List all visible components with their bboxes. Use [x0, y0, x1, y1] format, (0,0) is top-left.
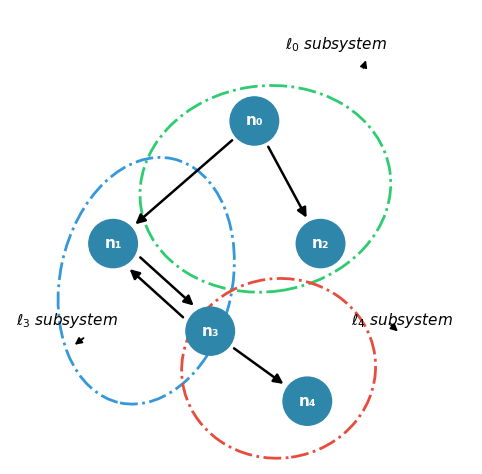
Text: $\ell_3$ subsystem: $\ell_3$ subsystem	[16, 310, 118, 330]
Text: $\ell_4$ subsystem: $\ell_4$ subsystem	[351, 310, 454, 330]
Text: n₄: n₄	[298, 394, 316, 409]
Text: n₂: n₂	[312, 236, 329, 251]
Circle shape	[186, 307, 234, 355]
Circle shape	[230, 97, 279, 145]
Circle shape	[283, 377, 332, 425]
Text: n₀: n₀	[245, 113, 263, 128]
Text: n₃: n₃	[201, 324, 219, 338]
Circle shape	[89, 219, 137, 268]
Circle shape	[296, 219, 345, 268]
Text: $\ell_0$ subsystem: $\ell_0$ subsystem	[285, 35, 387, 54]
Text: n₁: n₁	[105, 236, 122, 251]
